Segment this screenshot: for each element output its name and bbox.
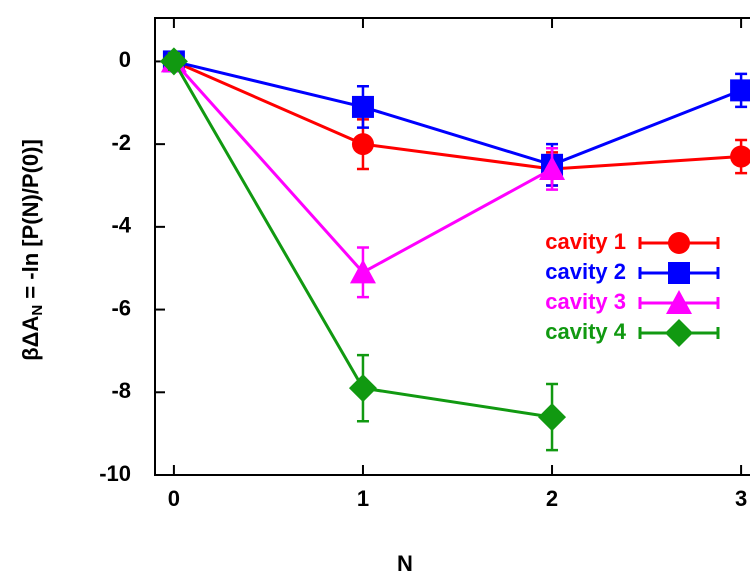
marker [351, 95, 374, 118]
y-tick-label: -4 [111, 213, 131, 238]
x-axis-label: N [397, 551, 413, 576]
legend-label: cavity 2 [545, 259, 626, 284]
marker [668, 232, 690, 254]
x-tick-label: 2 [546, 486, 558, 511]
series-line [173, 59, 742, 167]
marker [730, 145, 750, 168]
marker [159, 47, 188, 76]
marker [538, 403, 567, 432]
y-tick-label: -2 [111, 130, 131, 155]
marker [665, 319, 693, 347]
marker [666, 290, 692, 314]
y-tick-label: 0 [119, 47, 131, 72]
y-tick-label: -8 [111, 378, 131, 403]
x-tick-label: 3 [735, 486, 747, 511]
marker [351, 133, 374, 156]
legend-label: cavity 1 [545, 229, 626, 254]
legend-label: cavity 4 [545, 319, 626, 344]
marker [348, 374, 377, 403]
y-axis-label: βΔAN = -ln [P(N)/P(0)] [18, 139, 46, 361]
series-line [173, 60, 742, 171]
y-label-rest: = -ln [P(N)/P(0)] [18, 139, 43, 305]
y-tick-label: -10 [99, 461, 131, 486]
marker [730, 79, 750, 102]
y-label-main: βΔA [18, 316, 43, 361]
legend-label: cavity 3 [545, 289, 626, 314]
x-tick-label: 1 [357, 486, 369, 511]
marker [668, 262, 690, 284]
plot-frame [154, 17, 750, 476]
marker [349, 259, 376, 284]
x-tick-label: 0 [168, 486, 180, 511]
marker [539, 155, 566, 180]
y-tick-label: -6 [111, 295, 131, 320]
y-label-sub: N [29, 305, 46, 316]
